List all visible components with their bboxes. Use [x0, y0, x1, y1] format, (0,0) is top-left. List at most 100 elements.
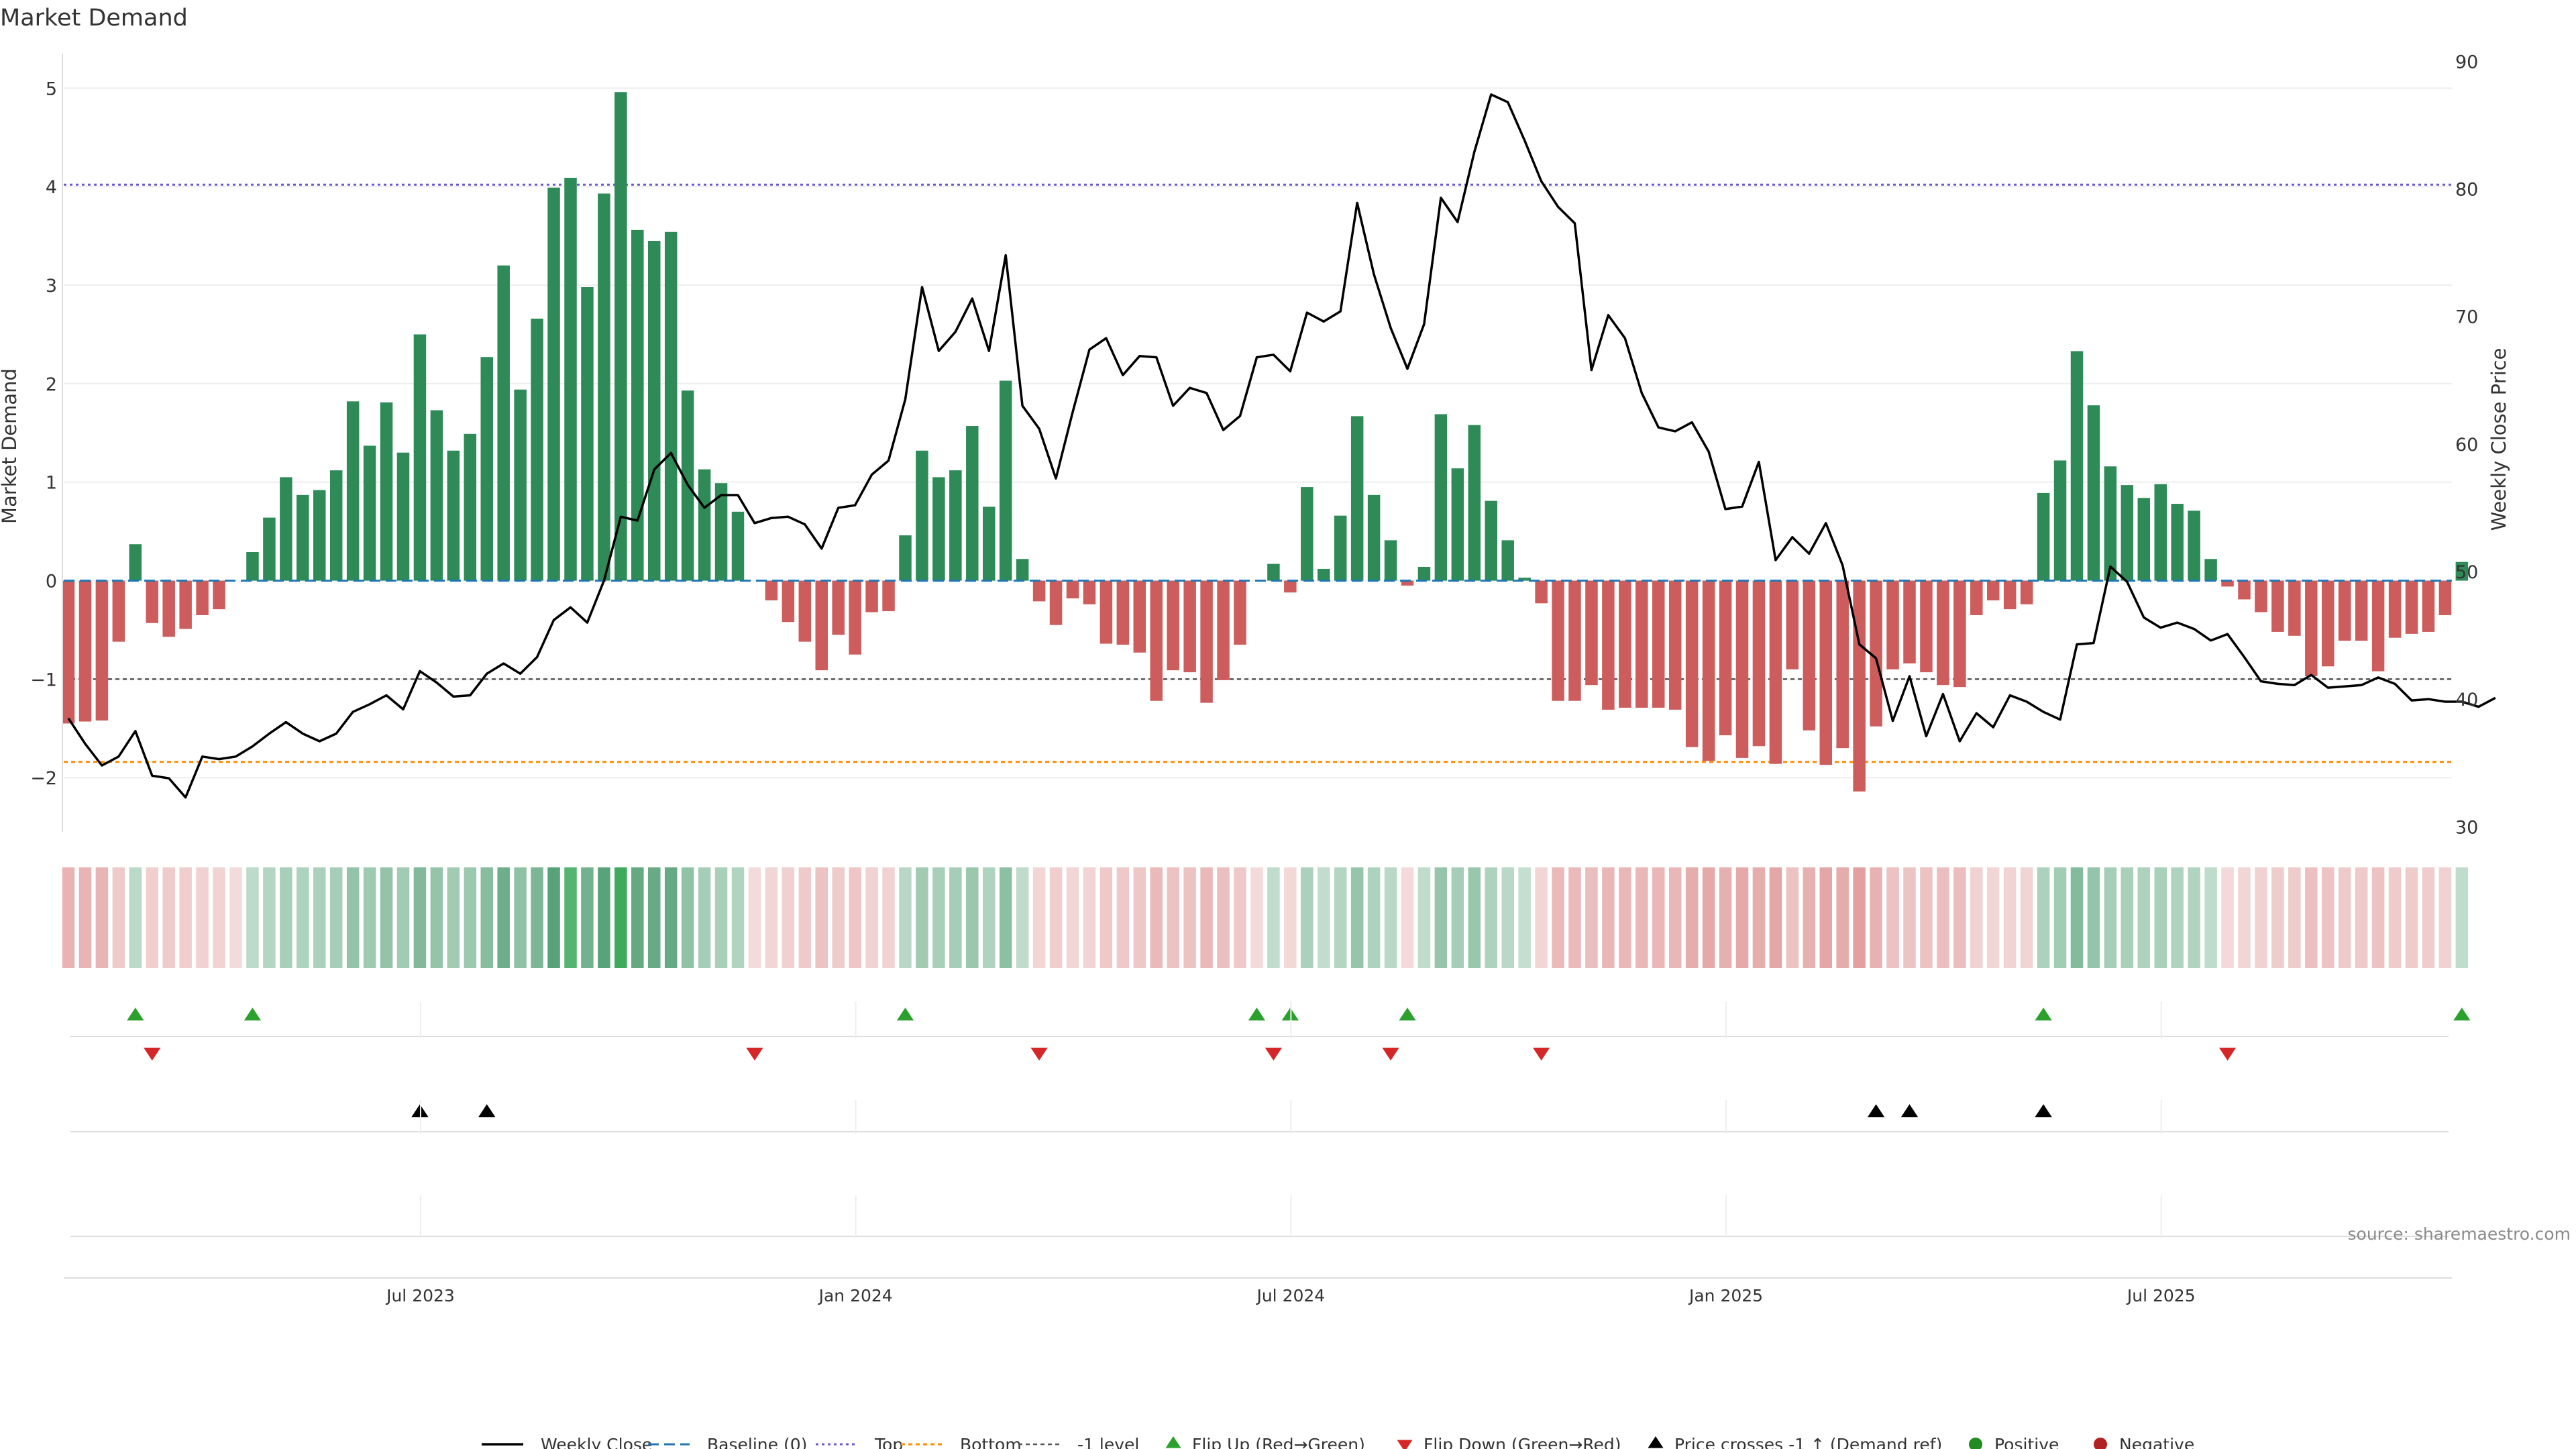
- heat-cell: [1367, 867, 1381, 968]
- positive-demand-bar: [916, 450, 928, 581]
- negative-demand-bar: [1853, 580, 1866, 792]
- negative-demand-bar: [1668, 580, 1682, 710]
- legend-label: Positive: [1994, 1435, 2059, 1449]
- heat-cell: [196, 867, 209, 968]
- left-tick-label: 5: [46, 78, 57, 99]
- left-tick-label: −2: [30, 768, 57, 789]
- positive-demand-bar: [1434, 414, 1448, 581]
- heat-cell: [2455, 867, 2469, 968]
- heat-cell: [2305, 867, 2318, 968]
- heat-cell: [229, 867, 242, 968]
- positive-demand-bar: [1501, 540, 1514, 581]
- heat-cell: [2087, 867, 2100, 968]
- heat-cell: [1836, 867, 1849, 968]
- heat-cell: [346, 867, 360, 968]
- positive-demand-bar: [297, 494, 309, 581]
- positive-demand-bar: [698, 469, 711, 581]
- heat-cell: [129, 867, 142, 968]
- positive-demand-bar: [447, 450, 460, 581]
- positive-demand-bar: [346, 401, 360, 581]
- positive-demand-bar: [1367, 494, 1381, 581]
- heat-cell: [1350, 867, 1364, 968]
- heat-cell: [2070, 867, 2084, 968]
- heat-cell: [664, 867, 678, 968]
- positive-demand-bar: [129, 544, 142, 581]
- positive-demand-bar: [598, 193, 610, 581]
- demand-bars: [62, 92, 2469, 792]
- negative-demand-bar: [832, 580, 845, 635]
- positive-demand-bar: [1417, 567, 1431, 581]
- negative-demand-bar: [2003, 580, 2017, 610]
- heat-cell: [213, 867, 225, 968]
- negative-demand-bar: [1183, 580, 1196, 673]
- heat-cell: [146, 867, 158, 968]
- negative-demand-bar: [95, 580, 109, 721]
- positive-demand-bar: [983, 506, 996, 581]
- positive-demand-bar: [2104, 466, 2117, 581]
- heat-cell: [1083, 867, 1096, 968]
- right-axis-label: Weekly Close Price: [2487, 348, 2510, 531]
- positive-demand-bar: [1384, 540, 1397, 581]
- heat-cell: [1987, 867, 2000, 968]
- heat-cell: [1602, 867, 1615, 968]
- negative-demand-bar: [179, 580, 192, 629]
- heat-cell: [263, 867, 276, 968]
- x-tick-label: Jul 2024: [1255, 1286, 1325, 1305]
- positive-demand-bar: [2087, 405, 2100, 581]
- negative-demand-bar: [865, 580, 878, 612]
- price-cross-marker: [1900, 1104, 1919, 1118]
- heat-cell: [2422, 867, 2435, 968]
- negative-demand-bar: [2221, 580, 2234, 587]
- heat-cell: [480, 867, 493, 968]
- positive-demand-bar: [1468, 425, 1481, 581]
- heat-cell: [1702, 867, 1715, 968]
- flip-up-marker: [1248, 1008, 1266, 1021]
- heat-cell: [1819, 867, 1832, 968]
- flip-down-marker: [1382, 1047, 1399, 1061]
- heat-cell: [313, 867, 326, 968]
- legend-label: Price crosses -1 ↑ (Demand ref): [1674, 1435, 1942, 1449]
- heat-cell: [798, 867, 812, 968]
- left-axis-label: Market Demand: [0, 368, 21, 524]
- negative-demand-bar: [1937, 580, 1949, 686]
- negative-demand-bar: [2422, 580, 2435, 632]
- negative-demand-bar: [1903, 580, 1916, 663]
- positive-demand-bar: [480, 357, 493, 581]
- negative-demand-bar: [1735, 580, 1749, 758]
- heat-cell: [1099, 867, 1113, 968]
- flip-down-marker: [1532, 1047, 1550, 1061]
- source-note: source: sharemaestro.com: [2348, 1224, 2571, 1244]
- heat-cell: [2271, 867, 2284, 968]
- heat-cell: [1250, 867, 1263, 968]
- positive-demand-bar: [581, 287, 594, 581]
- heat-cell: [1200, 867, 1213, 968]
- negative-demand-bar: [2405, 580, 2418, 634]
- positive-demand-bar: [313, 490, 326, 581]
- right-tick-label: 60: [2455, 435, 2478, 455]
- heat-cell: [1066, 867, 1079, 968]
- heat-cell: [2137, 867, 2151, 968]
- heat-cell: [1719, 867, 1732, 968]
- heat-cell: [932, 867, 945, 968]
- negative-demand-bar: [765, 580, 778, 600]
- positive-demand-bar: [497, 265, 510, 581]
- heat-cell: [1552, 867, 1564, 968]
- legend-label: Flip Down (Green→Red): [1424, 1435, 1621, 1449]
- positive-demand-bar: [2188, 511, 2200, 581]
- heat-cell: [2037, 867, 2050, 968]
- demand-heat-strip: [62, 867, 2469, 968]
- negative-demand-bar: [1920, 580, 1933, 673]
- positive-demand-bar: [932, 477, 945, 581]
- heat-cell: [329, 867, 343, 968]
- negative-demand-bar: [146, 580, 158, 623]
- heat-cell: [2405, 867, 2418, 968]
- heat-cell: [2238, 867, 2251, 968]
- heat-cell: [2154, 867, 2167, 968]
- negative-demand-bar: [2288, 580, 2301, 636]
- positive-demand-bar: [280, 477, 292, 581]
- negative-demand-bar: [1167, 580, 1179, 671]
- positive-demand-bar: [1318, 568, 1330, 581]
- heat-cell: [714, 867, 728, 968]
- negative-demand-bar: [1987, 580, 2000, 600]
- negative-demand-bar: [1150, 580, 1163, 701]
